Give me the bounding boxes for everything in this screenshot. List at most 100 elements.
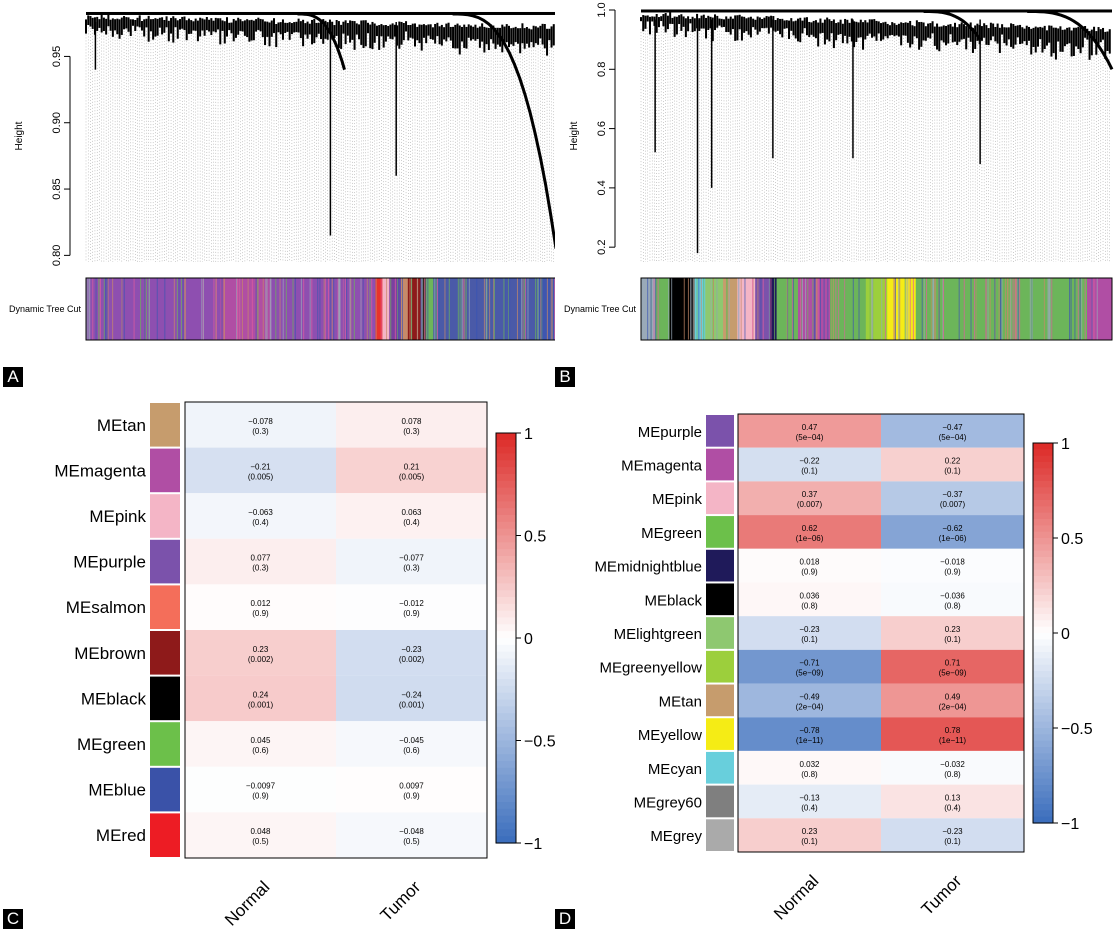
legend-gradient-step <box>1033 595 1053 602</box>
row-label: MEcyan <box>648 761 702 778</box>
module-color-stripe <box>434 278 436 340</box>
legend-gradient-step <box>496 603 516 612</box>
legend-gradient-step <box>496 617 516 625</box>
legend-gradient-step <box>1033 633 1053 640</box>
module-color-stripe <box>409 278 411 340</box>
module-strip-border <box>640 277 1113 341</box>
cell-pvalue: (0.001) <box>399 700 425 709</box>
module-color-segment <box>769 278 778 340</box>
module-swatch <box>706 516 734 548</box>
legend-gradient-step <box>1033 626 1053 634</box>
cell-pvalue: (0.4) <box>252 518 269 527</box>
module-color-stripe <box>397 278 399 340</box>
module-color-stripe <box>485 278 487 340</box>
module-color-stripe <box>144 278 146 340</box>
module-color-stripe <box>987 278 989 340</box>
module-color-stripe <box>123 278 125 340</box>
module-color-stripe <box>923 278 925 340</box>
module-color-stripe <box>700 278 702 340</box>
module-color-stripe <box>1093 278 1095 340</box>
module-color-stripe <box>371 278 373 340</box>
legend-tick-label: 0.5 <box>1061 531 1083 548</box>
module-color-stripe <box>774 278 776 340</box>
module-swatch <box>706 718 734 750</box>
legend-gradient-step <box>1033 576 1053 583</box>
module-color-stripe <box>650 278 652 340</box>
module-color-stripe <box>1047 278 1049 340</box>
legend-gradient-step <box>1033 740 1053 748</box>
row-label: MEblack <box>81 689 147 708</box>
module-color-stripe <box>1077 278 1079 340</box>
module-color-stripe <box>457 278 459 340</box>
cell-pvalue: (0.9) <box>252 609 269 618</box>
module-color-stripe <box>814 278 816 340</box>
module-color-stripe <box>1091 278 1093 340</box>
dendrogram-a: 0.80 0.85 0.90 0.95 Height Dynamic Tree Cut <box>9 11 558 341</box>
module-color-stripe <box>521 278 523 340</box>
legend-tick-label: 1 <box>524 426 533 443</box>
cell-pvalue: (0.6) <box>403 746 420 755</box>
y-tick-label: 0.95 <box>51 46 63 67</box>
heatmap-cell <box>881 515 1024 549</box>
dendrogram-top-merge <box>86 11 556 15</box>
module-color-stripe <box>503 278 505 340</box>
legend-gradient-step <box>496 480 516 489</box>
module-color-stripe <box>427 278 429 340</box>
heatmap-cell <box>738 750 881 785</box>
dendrogram-tree <box>84 11 558 262</box>
module-color-stripe <box>935 278 937 340</box>
legend-gradient-step <box>496 453 516 461</box>
module-color-stripe <box>401 278 403 340</box>
row-label: MEsalmon <box>66 598 146 617</box>
colorbar-label: Dynamic Tree Cut <box>9 304 82 314</box>
heatmap-cell <box>881 818 1024 852</box>
legend-gradient-step <box>1033 715 1053 723</box>
module-color-stripe <box>247 278 249 340</box>
module-color-stripe <box>1000 278 1002 340</box>
heatmap-cell <box>185 538 336 585</box>
heatmap-cell <box>336 766 487 813</box>
module-color-stripe <box>369 278 371 340</box>
module-color-segment <box>426 278 434 340</box>
cell-value: −0.21 <box>250 462 271 471</box>
module-color-stripe <box>881 278 883 340</box>
module-color-stripe <box>435 278 437 340</box>
module-color-stripe <box>835 278 837 340</box>
module-color-stripe <box>1015 278 1017 340</box>
cell-pvalue: (0.5) <box>252 837 269 846</box>
heatmap-cell <box>185 584 336 630</box>
panel-label-c: C <box>3 909 23 929</box>
module-color-stripe <box>1001 278 1003 340</box>
cell-value: 0.13 <box>945 793 961 802</box>
module-color-stripe <box>1051 278 1053 340</box>
legend-gradient-step <box>496 474 516 482</box>
cell-pvalue: (5e−09) <box>796 669 824 678</box>
cell-value: −0.13 <box>799 793 820 802</box>
module-color-stripe <box>762 278 764 340</box>
module-color-stripe <box>223 278 225 340</box>
module-color-stripe <box>184 278 186 340</box>
module-color-stripe <box>133 278 135 340</box>
legend-colorbar: 1 0.5 0 −0.5 −1 <box>495 426 556 853</box>
cell-pvalue: (0.001) <box>248 700 274 709</box>
legend-gradient-step <box>496 733 516 742</box>
cell-value: −0.78 <box>799 726 820 735</box>
cell-pvalue: (5e−04) <box>796 433 824 442</box>
heatmap-cell <box>738 616 881 650</box>
cell-pvalue: (0.8) <box>944 770 961 779</box>
module-color-stripe <box>998 278 1000 340</box>
module-color-stripe <box>303 278 305 340</box>
module-color-stripe <box>262 278 264 340</box>
module-color-stripe <box>516 278 518 340</box>
heatmap-cell <box>881 649 1024 684</box>
row-label: MEtan <box>659 693 702 710</box>
module-color-stripe <box>916 278 918 340</box>
heatmap-cell <box>881 750 1024 785</box>
cell-value: 0.0097 <box>399 782 424 791</box>
module-color-stripe <box>338 278 340 340</box>
legend-gradient-step <box>1033 734 1053 742</box>
heatmap-cell <box>881 582 1024 617</box>
heatmap-cell <box>738 784 881 819</box>
module-color-stripe <box>953 278 955 340</box>
module-color-stripe <box>92 278 94 340</box>
